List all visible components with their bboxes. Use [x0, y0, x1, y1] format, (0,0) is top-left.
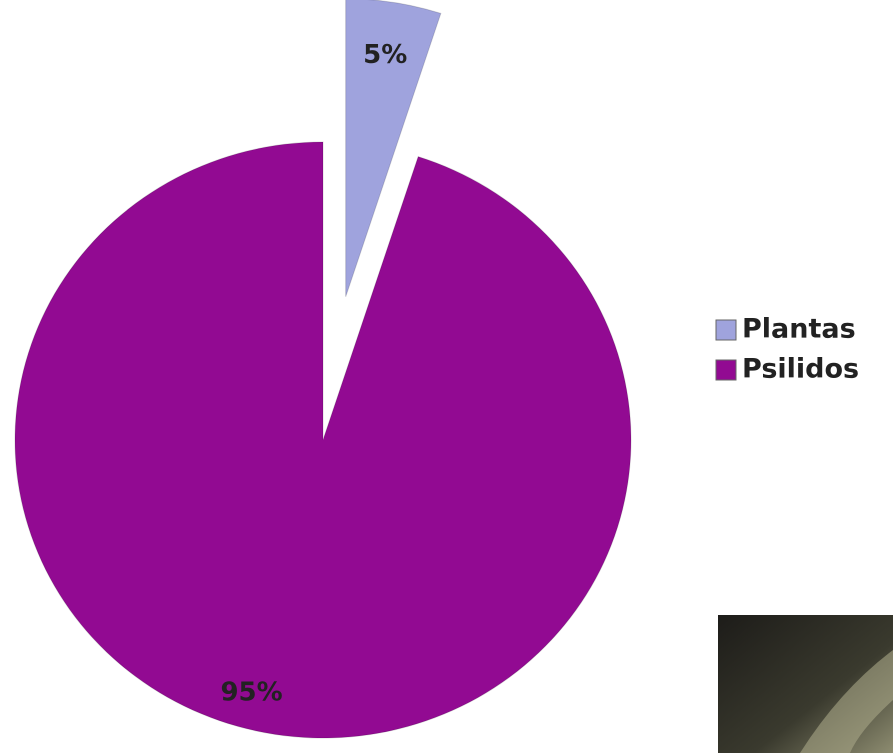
photo-detail	[800, 650, 893, 753]
value-label: 5%	[363, 40, 407, 70]
legend-label: Psilidos	[742, 354, 859, 385]
pie-slice	[345, 0, 442, 297]
legend-label: Plantas	[742, 314, 856, 345]
legend-swatch	[715, 359, 737, 381]
pie-slice	[14, 141, 632, 739]
legend-swatch	[715, 319, 737, 341]
value-label: 95%	[220, 678, 282, 708]
